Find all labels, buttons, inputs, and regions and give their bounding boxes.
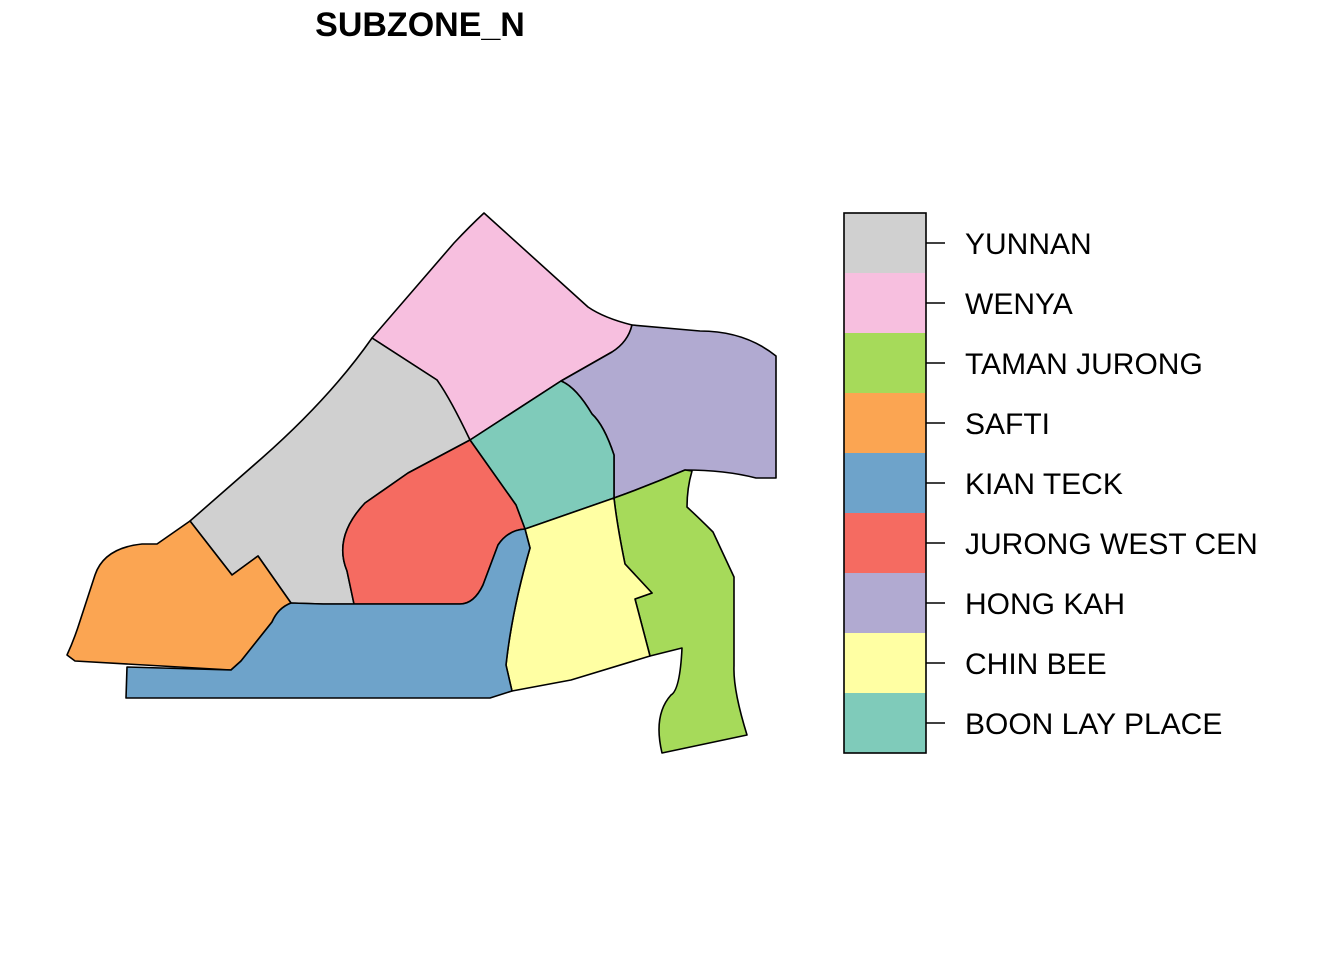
legend-swatch-jurong-west-cen: [844, 513, 926, 573]
legend-swatches: [844, 213, 926, 753]
zone-boon-lay-place[interactable]: [469, 380, 615, 530]
legend-label-jurong-west-cen: JURONG WEST CEN: [965, 528, 1258, 561]
map-legend: YUNNAN WENYA TAMAN JURONG SAFTI KIAN TECK JUR…: [843, 212, 1258, 754]
legend-swatch-hong-kah: [844, 573, 926, 633]
subzone-map: [66, 212, 777, 754]
zone-kian-teck[interactable]: [125, 528, 531, 699]
legend-ticks: [926, 242, 945, 724]
legend-swatch-boon-lay-place: [844, 693, 926, 753]
legend-swatch-yunnan: [844, 213, 926, 273]
legend-label-yunnan: YUNNAN: [965, 228, 1092, 261]
legend-label-wenya: WENYA: [965, 288, 1073, 321]
legend-label-safti: SAFTI: [965, 408, 1050, 441]
legend-swatch-taman-jurong: [844, 333, 926, 393]
legend-label-hong-kah: HONG KAH: [965, 588, 1125, 621]
map-title: SUBZONE_N: [315, 6, 525, 44]
legend-swatch-wenya: [844, 273, 926, 333]
legend-swatch-safti: [844, 393, 926, 453]
legend-label-chin-bee: CHIN BEE: [965, 648, 1107, 681]
legend-swatch-kian-teck: [844, 453, 926, 513]
legend-swatch-chin-bee: [844, 633, 926, 693]
legend-label-boon-lay-place: BOON LAY PLACE: [965, 708, 1222, 741]
legend-label-kian-teck: KIAN TECK: [965, 468, 1123, 501]
legend-labels: YUNNAN WENYA TAMAN JURONG SAFTI KIAN TECK JUR…: [965, 228, 1258, 741]
legend-label-taman-jurong: TAMAN JURONG: [965, 348, 1203, 381]
